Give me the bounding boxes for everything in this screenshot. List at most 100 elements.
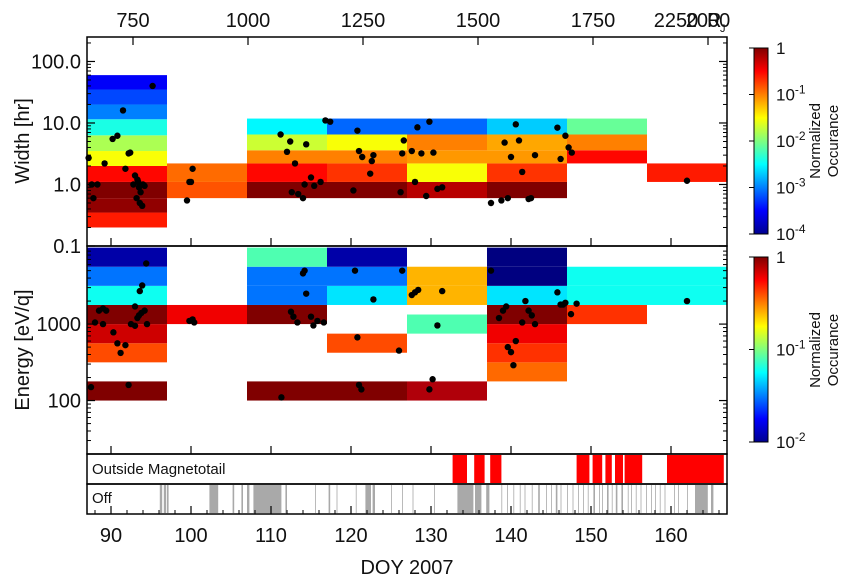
energy-heatmap-cell	[247, 266, 327, 286]
energy-heatmap-cell	[247, 304, 327, 325]
energy-data-point	[370, 296, 377, 303]
energy-data-point	[99, 320, 107, 328]
instrument-off-label: Off	[92, 490, 113, 507]
width-colorbar-label-1: Normalized	[807, 103, 824, 179]
instrument-off-interval	[593, 485, 595, 513]
width-data-point	[408, 147, 415, 155]
width-heatmap-cell	[487, 163, 567, 182]
instrument-off-interval	[627, 485, 629, 513]
energy-data-point	[439, 287, 446, 295]
energy-heatmap-cell	[327, 381, 407, 401]
width-heatmap-cell	[487, 134, 567, 151]
outside-magnetotail-interval	[624, 455, 643, 483]
width-colorbar: 1 10-1 10-2 10-3 10-4 Normalized Occurance	[749, 39, 842, 244]
instrument-off-interval	[434, 485, 435, 513]
width-data-point	[370, 151, 377, 159]
width-data-point	[122, 165, 129, 172]
instrument-off-interval	[635, 485, 637, 513]
energy-data-point	[554, 289, 561, 296]
colorbar-tick-label: 1	[776, 248, 785, 267]
top-axis-unit-subscript: J	[720, 23, 726, 35]
energy-data-point	[141, 307, 148, 314]
instrument-off-interval	[583, 485, 584, 513]
width-data-point	[139, 202, 146, 210]
energy-heatmap-cell	[87, 343, 167, 363]
energy-heatmap-cell	[87, 266, 167, 286]
width-data-point	[565, 144, 572, 151]
energy-heatmap-cell	[567, 285, 647, 305]
width-data-point	[109, 135, 116, 143]
width-y-axis: 0.1 1.0 10.0 100.0	[31, 42, 727, 258]
width-heatmap-cell	[327, 163, 407, 182]
width-data-point	[130, 181, 137, 188]
width-heatmap-cell	[87, 212, 167, 228]
top-tick-label: 1000	[226, 10, 271, 32]
width-data-point	[187, 178, 195, 186]
width-heatmap-cell	[647, 163, 727, 182]
width-heatmap-cell	[87, 75, 167, 90]
energy-heatmap	[87, 247, 727, 401]
energy-data-point	[395, 347, 403, 354]
width-data-point	[531, 151, 539, 159]
width-data-point	[127, 149, 134, 156]
width-data-point	[367, 170, 374, 177]
width-data-point	[498, 197, 505, 204]
width-heatmap-cell	[567, 134, 647, 151]
instrument-off-interval	[285, 485, 287, 513]
width-heatmap-cell	[407, 181, 487, 199]
width-y-tick-label: 10.0	[42, 113, 81, 135]
colorbar-tick-label: 10-4	[776, 222, 806, 244]
instrument-off-interval	[674, 485, 675, 513]
width-heatmap-cell	[567, 118, 647, 135]
colorbar-tick-label: 10-3	[776, 176, 806, 198]
width-data-point	[114, 132, 121, 139]
instrument-off-interval	[253, 485, 282, 513]
x-axis: 90 100 110 120 130 140 150 160	[94, 238, 720, 547]
energy-data-point	[294, 319, 301, 326]
energy-heatmap-cell	[567, 266, 647, 286]
instrument-off-interval	[711, 485, 714, 513]
outside-magnetotail-bars	[452, 455, 724, 483]
energy-data-point	[503, 303, 510, 310]
x-tick-label: 90	[100, 525, 122, 547]
energy-heatmap-cell	[407, 314, 487, 334]
width-colorbar-gradient	[753, 47, 769, 235]
instrument-off-interval	[695, 485, 708, 513]
width-data-point	[515, 137, 523, 144]
energy-data-point	[278, 394, 285, 401]
energy-data-point	[525, 307, 532, 314]
x-tick-label: 110	[255, 525, 287, 547]
energy-colorbar-label-1: Normalized	[807, 312, 824, 388]
width-data-point	[501, 139, 508, 146]
instrument-off-interval	[531, 485, 533, 513]
width-heatmap-cell	[487, 118, 567, 135]
colorbar-tick-label: 1	[776, 39, 785, 58]
energy-data-point	[351, 267, 359, 274]
outside-magnetotail-interval	[592, 455, 603, 483]
width-data-point	[504, 194, 511, 202]
energy-heatmap-cell	[87, 285, 167, 305]
energy-data-point	[358, 386, 365, 393]
energy-scatter	[87, 260, 691, 401]
instrument-off-interval	[578, 485, 579, 513]
width-heatmap-cell	[327, 150, 407, 164]
energy-heatmap-cell	[407, 266, 487, 286]
instrument-off-interval	[659, 485, 661, 513]
instrument-off-interval	[655, 485, 656, 513]
energy-heatmap-cell	[247, 247, 327, 267]
colorbar-tick-label: 10-2	[776, 430, 806, 452]
top-tick-label: 1750	[571, 10, 616, 32]
width-data-point	[430, 149, 437, 156]
energy-data-point	[303, 290, 310, 297]
energy-heatmap-cell	[327, 285, 407, 305]
instrument-off-interval	[513, 485, 515, 513]
energy-heatmap-cell	[487, 285, 567, 305]
instrument-off-interval	[651, 485, 652, 513]
instrument-off-interval	[664, 485, 666, 513]
energy-data-point	[522, 297, 529, 305]
width-data-point	[434, 185, 441, 193]
instrument-off-interval	[475, 485, 482, 513]
instrument-off-interval	[247, 485, 250, 513]
width-heatmap-cell	[87, 198, 167, 213]
energy-panel: 100 1000 Energy [eV/q]	[12, 245, 728, 455]
